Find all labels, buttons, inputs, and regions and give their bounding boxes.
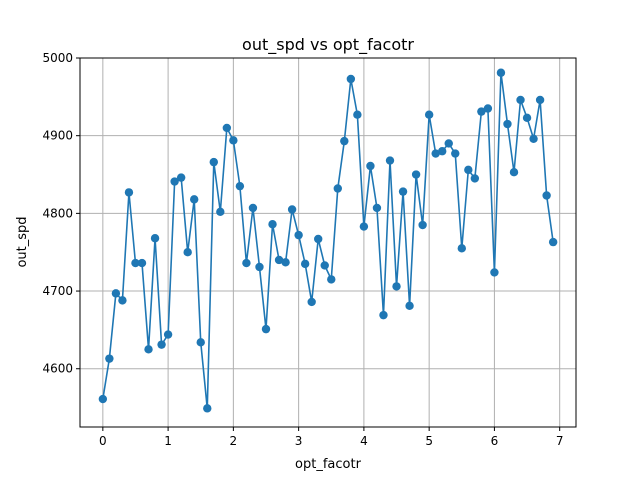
data-point (451, 149, 460, 158)
data-point (235, 181, 245, 191)
data-point (314, 234, 323, 244)
data-point (281, 258, 290, 267)
data-point (229, 136, 238, 145)
x-axis-label: opt_facotr (295, 457, 362, 472)
x-tick-label: 1 (164, 434, 172, 448)
data-point (190, 195, 199, 204)
series-line (102, 72, 554, 409)
data-point (105, 354, 114, 363)
data-point (300, 259, 310, 269)
data-point (470, 174, 480, 183)
data-point (464, 165, 473, 175)
y-tick-label: 4600 (42, 362, 73, 376)
data-point (359, 222, 369, 231)
data-point (294, 230, 303, 240)
data-point (503, 119, 512, 129)
data-point (366, 161, 375, 171)
data-point (209, 157, 218, 167)
data-point (438, 147, 447, 156)
data-point (144, 345, 153, 354)
data-point (398, 187, 408, 196)
x-tick-label: 3 (295, 434, 303, 448)
data-point (98, 394, 108, 404)
data-point (457, 244, 466, 253)
chart-title: out_spd vs opt_facotr (242, 35, 414, 55)
data-point (424, 110, 434, 119)
data-point (353, 110, 362, 119)
data-point (431, 149, 440, 158)
data-point (529, 134, 538, 143)
data-point (483, 104, 493, 113)
x-tick-label: 2 (230, 434, 238, 448)
data-point (150, 234, 160, 243)
data-point (418, 220, 427, 230)
data-point (176, 173, 186, 182)
data-point (111, 289, 121, 298)
data-point (385, 156, 395, 165)
data-point (131, 258, 140, 268)
x-tick-label: 5 (425, 434, 433, 448)
y-axis-label: out_spd (15, 216, 30, 267)
y-tick-label: 5000 (42, 51, 73, 65)
data-point (516, 95, 525, 105)
data-point (496, 68, 506, 77)
data-point (196, 338, 205, 347)
data-point (163, 330, 173, 339)
y-tick-label: 4700 (42, 284, 73, 298)
data-point (307, 297, 316, 307)
data-point (222, 123, 232, 133)
data-point (261, 324, 271, 334)
data-point (392, 282, 401, 291)
data-point (242, 258, 251, 268)
data-point (320, 261, 329, 270)
data-point (477, 107, 486, 116)
data-point (372, 203, 382, 213)
data-point (274, 255, 284, 265)
data-point (535, 95, 545, 105)
data-point (346, 74, 356, 84)
data-point (490, 268, 499, 277)
data-point (542, 191, 551, 200)
data-point (216, 207, 225, 217)
data-point (268, 220, 277, 229)
data-point (255, 262, 264, 272)
data-point (183, 248, 192, 257)
data-point (137, 258, 147, 268)
data-point (444, 139, 453, 148)
x-tick-label: 6 (491, 434, 499, 448)
data-point (203, 404, 212, 413)
axis-ticks: 0 1 2 3 4 5 6 7 4600 4700 4800 4900 5000 (42, 51, 563, 448)
data-point (327, 275, 336, 284)
data-point (287, 205, 297, 214)
data-point (248, 203, 258, 213)
data-point (333, 184, 342, 193)
x-tick-label: 4 (360, 434, 368, 448)
x-tick-label: 0 (99, 434, 107, 448)
data-point (157, 340, 166, 349)
data-point (124, 188, 134, 197)
y-tick-label: 4800 (42, 206, 73, 220)
y-tick-label: 4900 (42, 129, 73, 143)
data-point (411, 170, 421, 179)
data-point (509, 167, 519, 177)
plot-frame (79, 57, 577, 428)
data-point (170, 177, 179, 186)
data-point (405, 301, 414, 311)
data-point (340, 136, 349, 146)
data-point (118, 296, 127, 305)
data-point (548, 237, 558, 247)
series-out-spd (98, 68, 558, 413)
data-point (379, 310, 388, 320)
data-point (522, 113, 532, 123)
x-tick-label: 7 (556, 434, 564, 448)
